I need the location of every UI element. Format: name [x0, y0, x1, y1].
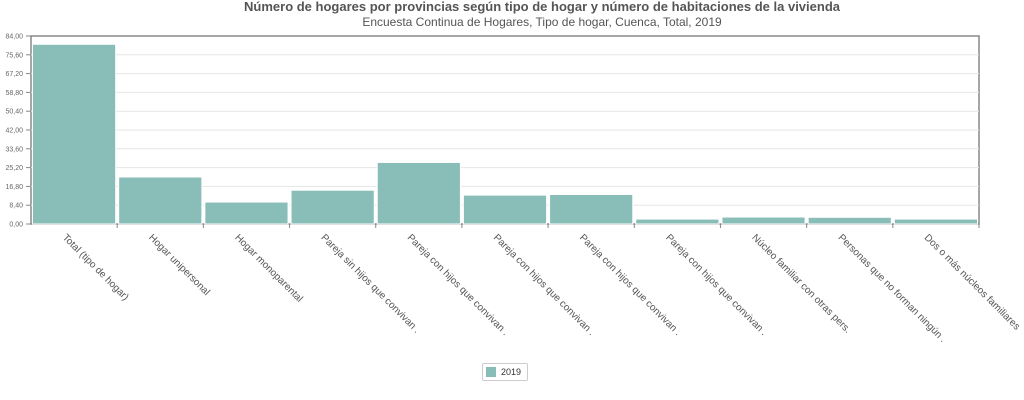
x-tick-label: Total (tipo de hogar) — [60, 232, 131, 303]
y-tick-label: 67,20 — [5, 71, 23, 78]
x-tick-label: Pareja con hijos que convivan . — [577, 232, 683, 338]
bar[interactable] — [721, 216, 806, 225]
chart-title: Número de hogares por provincias según t… — [244, 0, 840, 14]
y-tick-label: 0,00 — [9, 222, 23, 229]
legend-label: 2019 — [501, 367, 522, 377]
x-tick-label: Pareja con hijos que convivan . — [663, 232, 769, 338]
bar[interactable] — [118, 176, 203, 225]
legend[interactable]: 2019 — [482, 363, 529, 381]
bar[interactable] — [204, 201, 289, 225]
y-tick-label: 84,00 — [5, 34, 23, 41]
y-tick-label: 33,60 — [5, 146, 23, 153]
x-tick-label: Pareja sin hijos que convivan . — [319, 232, 422, 335]
x-tick-label: Hogar unipersonal — [146, 232, 212, 298]
bar[interactable] — [807, 216, 892, 225]
bar[interactable] — [549, 193, 634, 225]
y-tick-label: 42,00 — [5, 128, 23, 135]
bar[interactable] — [376, 161, 461, 225]
y-tick-label: 75,60 — [5, 52, 23, 59]
y-tick-label: 16,80 — [5, 184, 23, 191]
bar[interactable] — [893, 218, 978, 225]
chart-subtitle: Encuesta Continua de Hogares, Tipo de ho… — [362, 15, 722, 29]
x-tick-label: Pareja con hijos que convivan . — [491, 232, 597, 338]
legend-swatch — [486, 367, 496, 377]
x-tick-label: Dos o más núcleos familiares — [922, 232, 1022, 332]
bar[interactable] — [635, 218, 720, 225]
y-tick-label: 25,20 — [5, 165, 23, 172]
y-tick-label: 8,40 — [9, 203, 23, 210]
x-tick-label: Hogar monoparental — [232, 232, 304, 304]
x-tick-label: Pareja con hijos que convivan . — [405, 232, 511, 338]
bar[interactable] — [32, 43, 117, 225]
y-tick-label: 50,40 — [5, 109, 23, 116]
x-tick-label: Núcleo familiar con otras pers. — [749, 232, 852, 335]
bar[interactable] — [462, 194, 548, 225]
bar[interactable] — [290, 189, 375, 225]
y-tick-label: 58,80 — [5, 90, 23, 97]
